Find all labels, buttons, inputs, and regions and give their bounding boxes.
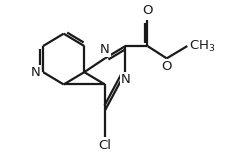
- Text: CH$_3$: CH$_3$: [189, 38, 215, 54]
- Text: O: O: [162, 60, 172, 73]
- Text: N: N: [30, 66, 40, 79]
- Text: N: N: [121, 73, 130, 86]
- Text: N: N: [100, 43, 110, 56]
- Text: O: O: [142, 4, 153, 17]
- Text: Cl: Cl: [98, 140, 111, 152]
